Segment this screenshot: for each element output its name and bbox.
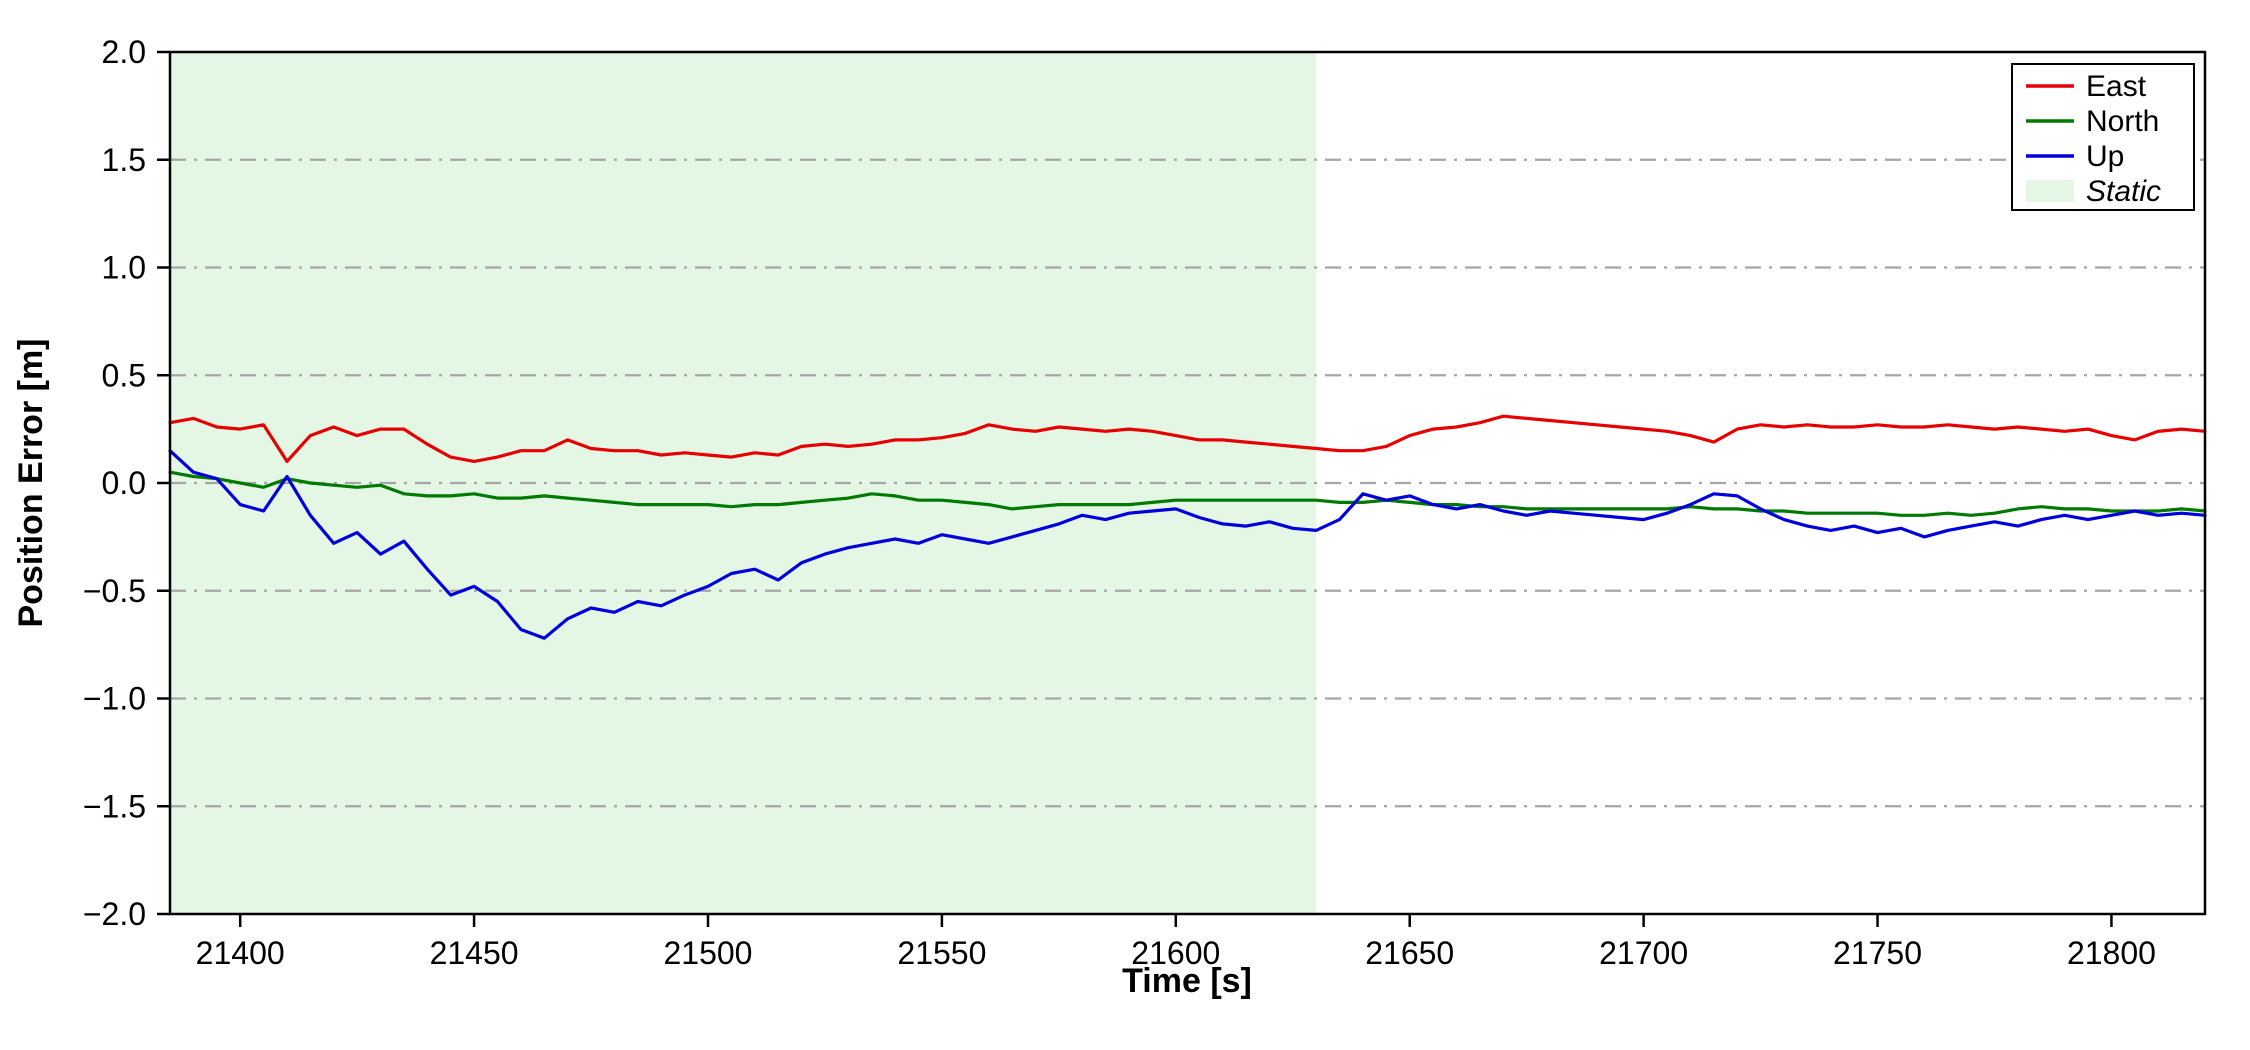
y-tick-label: 0.5 (102, 357, 146, 393)
x-tick-label: 21600 (1131, 935, 1220, 971)
y-tick-labels: −2.0 −1.5 −1.0 −0.5 0.0 0.5 1.0 1.5 2.0 (83, 34, 146, 932)
y-axis-label: Position Error [m] (12, 338, 50, 627)
x-tick-label: 21650 (1365, 935, 1454, 971)
y-tick-label: −2.0 (83, 896, 146, 932)
x-tick-label: 21700 (1599, 935, 1688, 971)
legend-label-static: Static (2086, 175, 2161, 208)
x-tick-label: 21800 (2067, 935, 2156, 971)
legend-label-east: East (2086, 70, 2147, 103)
x-tick-label: 21500 (663, 935, 752, 971)
y-tick-label: 1.0 (102, 250, 146, 286)
east-line (168, 414, 2207, 463)
x-tick-label: 21400 (196, 935, 285, 971)
x-tick-label: 21550 (897, 935, 986, 971)
y-tick-label: −0.5 (83, 573, 146, 609)
series-lines (168, 414, 2207, 640)
north-line (168, 470, 2207, 517)
y-tick-label: 1.5 (102, 142, 146, 178)
x-tick-label: 21450 (430, 935, 519, 971)
x-tick-labels: 21400 21450 21500 21550 21600 21650 21700 21750… (196, 935, 2156, 971)
x-axis-label: Time [s] (1122, 962, 1252, 1000)
y-tick-label: −1.5 (83, 788, 146, 824)
x-tick-label: 21750 (1833, 935, 1922, 971)
axis-ticks (157, 50, 2113, 927)
y-tick-label: 2.0 (102, 34, 146, 70)
y-tick-label: −1.0 (83, 681, 146, 717)
legend-label-north: North (2086, 105, 2159, 138)
legend-label-up: Up (2086, 140, 2124, 173)
legend-static-patch-sample (2026, 180, 2074, 202)
gridlines (170, 158, 2205, 808)
y-tick-label: 0.0 (102, 465, 146, 501)
up-line (168, 449, 2207, 640)
